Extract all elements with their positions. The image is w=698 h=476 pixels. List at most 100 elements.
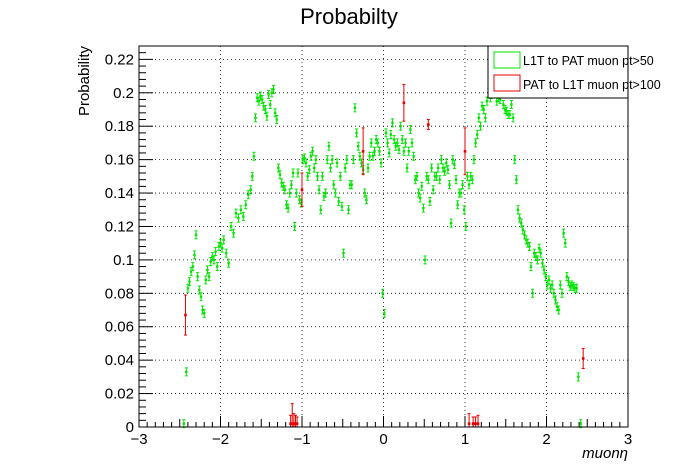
data-point-l1t-to-pat (373, 146, 377, 156)
data-point-l1t-to-pat (412, 151, 416, 161)
data-point-l1t-to-pat (390, 118, 394, 128)
data-point-l1t-to-pat (241, 211, 245, 221)
data-point-l1t-to-pat (294, 188, 298, 198)
data-point-l1t-to-pat (304, 158, 308, 168)
data-point-l1t-to-pat (202, 308, 206, 318)
data-point-l1t-to-pat (452, 160, 456, 170)
data-point-l1t-to-pat (436, 163, 440, 173)
chart-title: Probabilty (300, 4, 398, 29)
data-point-l1t-to-pat (519, 218, 523, 228)
data-point-l1t-to-pat (407, 146, 411, 156)
data-point-l1t-to-pat (439, 155, 443, 165)
legend-label-pat-to-l1t: PAT to L1T muon pt>100 (523, 78, 661, 92)
data-point-l1t-to-pat (527, 242, 531, 252)
data-point-l1t-to-pat (456, 200, 460, 210)
data-point-l1t-to-pat (404, 138, 408, 148)
data-point-l1t-to-pat (475, 130, 479, 140)
data-point-l1t-to-pat (410, 138, 414, 148)
data-point-l1t-to-pat (342, 248, 346, 258)
data-point-l1t-to-pat (542, 265, 546, 275)
data-point-l1t-to-pat (379, 158, 383, 168)
data-point-l1t-to-pat (448, 180, 452, 190)
data-point-l1t-to-pat (199, 292, 203, 302)
y-tick-label: 0.16 (105, 152, 134, 169)
data-point-l1t-to-pat (288, 188, 292, 198)
x-tick-label: −2 (212, 431, 229, 448)
data-point-l1t-to-pat (265, 111, 269, 121)
data-point-l1t-to-pat (273, 108, 277, 118)
data-point-l1t-to-pat (431, 185, 435, 195)
data-point-l1t-to-pat (197, 285, 201, 295)
legend-swatch-pat-to-l1t (493, 74, 521, 92)
data-point-l1t-to-pat (302, 153, 306, 163)
data-point-l1t-to-pat (371, 151, 375, 161)
data-point-l1t-to-pat (544, 272, 548, 282)
data-point-l1t-to-pat (268, 99, 272, 109)
data-point-l1t-to-pat (338, 171, 342, 181)
data-point-l1t-to-pat (558, 280, 562, 290)
data-point-l1t-to-pat (249, 185, 253, 195)
data-point-l1t-to-pat (286, 203, 290, 213)
data-point-l1t-to-pat (426, 175, 430, 185)
y-tick-label: 0 (126, 419, 134, 436)
data-point-l1t-to-pat (301, 155, 305, 165)
data-point-l1t-to-pat (549, 283, 553, 293)
data-point-l1t-to-pat (343, 163, 347, 173)
y-tick-label: 0.18 (105, 118, 134, 135)
data-point-l1t-to-pat (381, 288, 385, 298)
x-tick-labels: −3 −2 −1 0 1 2 3 (130, 431, 632, 448)
data-point-l1t-to-pat (368, 151, 372, 161)
data-point-l1t-to-pat (246, 190, 250, 200)
data-point-l1t-to-pat (472, 155, 476, 165)
data-point-l1t-to-pat (537, 243, 541, 253)
data-point-l1t-to-pat (350, 180, 354, 190)
data-point-l1t-to-pat (229, 221, 233, 231)
axis-ticks (138, 45, 629, 428)
data-point-l1t-to-pat (315, 171, 319, 181)
x-tick-label: 1 (461, 431, 469, 448)
legend-label-l1t-to-pat: L1T to PAT muon pt>50 (523, 54, 654, 68)
data-point-l1t-to-pat (446, 165, 450, 175)
series-pat-to-l1t (183, 83, 585, 428)
data-point-l1t-to-pat (232, 228, 236, 238)
data-point-l1t-to-pat (227, 258, 231, 268)
data-point-l1t-to-pat (327, 141, 331, 151)
data-point-l1t-to-pat (565, 272, 569, 282)
data-point-l1t-to-pat (207, 272, 211, 282)
data-point-l1t-to-pat (356, 141, 360, 151)
x-tick-label: −3 (130, 431, 147, 448)
y-tick-label: 0.12 (105, 218, 134, 235)
data-point-l1t-to-pat (366, 163, 370, 173)
data-point-l1t-to-pat (514, 175, 518, 185)
data-point-l1t-to-pat (276, 163, 280, 173)
data-point-l1t-to-pat (430, 163, 434, 173)
data-point-l1t-to-pat (467, 180, 471, 190)
data-point-l1t-to-pat (567, 277, 571, 287)
data-point-l1t-to-pat (239, 205, 243, 215)
x-axis-label: muonη (582, 445, 628, 462)
data-point-l1t-to-pat (299, 198, 303, 208)
data-point-l1t-to-pat (478, 121, 482, 131)
data-point-l1t-to-pat (575, 283, 579, 293)
data-point-l1t-to-pat (553, 295, 557, 305)
data-point-l1t-to-pat (267, 89, 271, 99)
data-point-l1t-to-pat (570, 280, 574, 290)
data-point-l1t-to-pat (351, 155, 355, 165)
data-point-pat-to-l1t (295, 416, 299, 428)
data-point-l1t-to-pat (386, 138, 390, 148)
data-point-l1t-to-pat (576, 372, 580, 382)
data-point-l1t-to-pat (250, 171, 254, 181)
y-tick-label: 0.2 (113, 85, 134, 102)
data-point-l1t-to-pat (454, 175, 458, 185)
data-point-l1t-to-pat (513, 155, 517, 165)
data-point-l1t-to-pat (209, 257, 213, 267)
data-point-l1t-to-pat (420, 181, 424, 191)
data-point-l1t-to-pat (547, 275, 551, 285)
data-point-pat-to-l1t (471, 416, 475, 428)
grid (139, 46, 628, 427)
data-point-l1t-to-pat (192, 250, 196, 260)
data-point-l1t-to-pat (399, 121, 403, 131)
data-point-pat-to-l1t (289, 414, 293, 428)
data-point-l1t-to-pat (260, 94, 264, 104)
